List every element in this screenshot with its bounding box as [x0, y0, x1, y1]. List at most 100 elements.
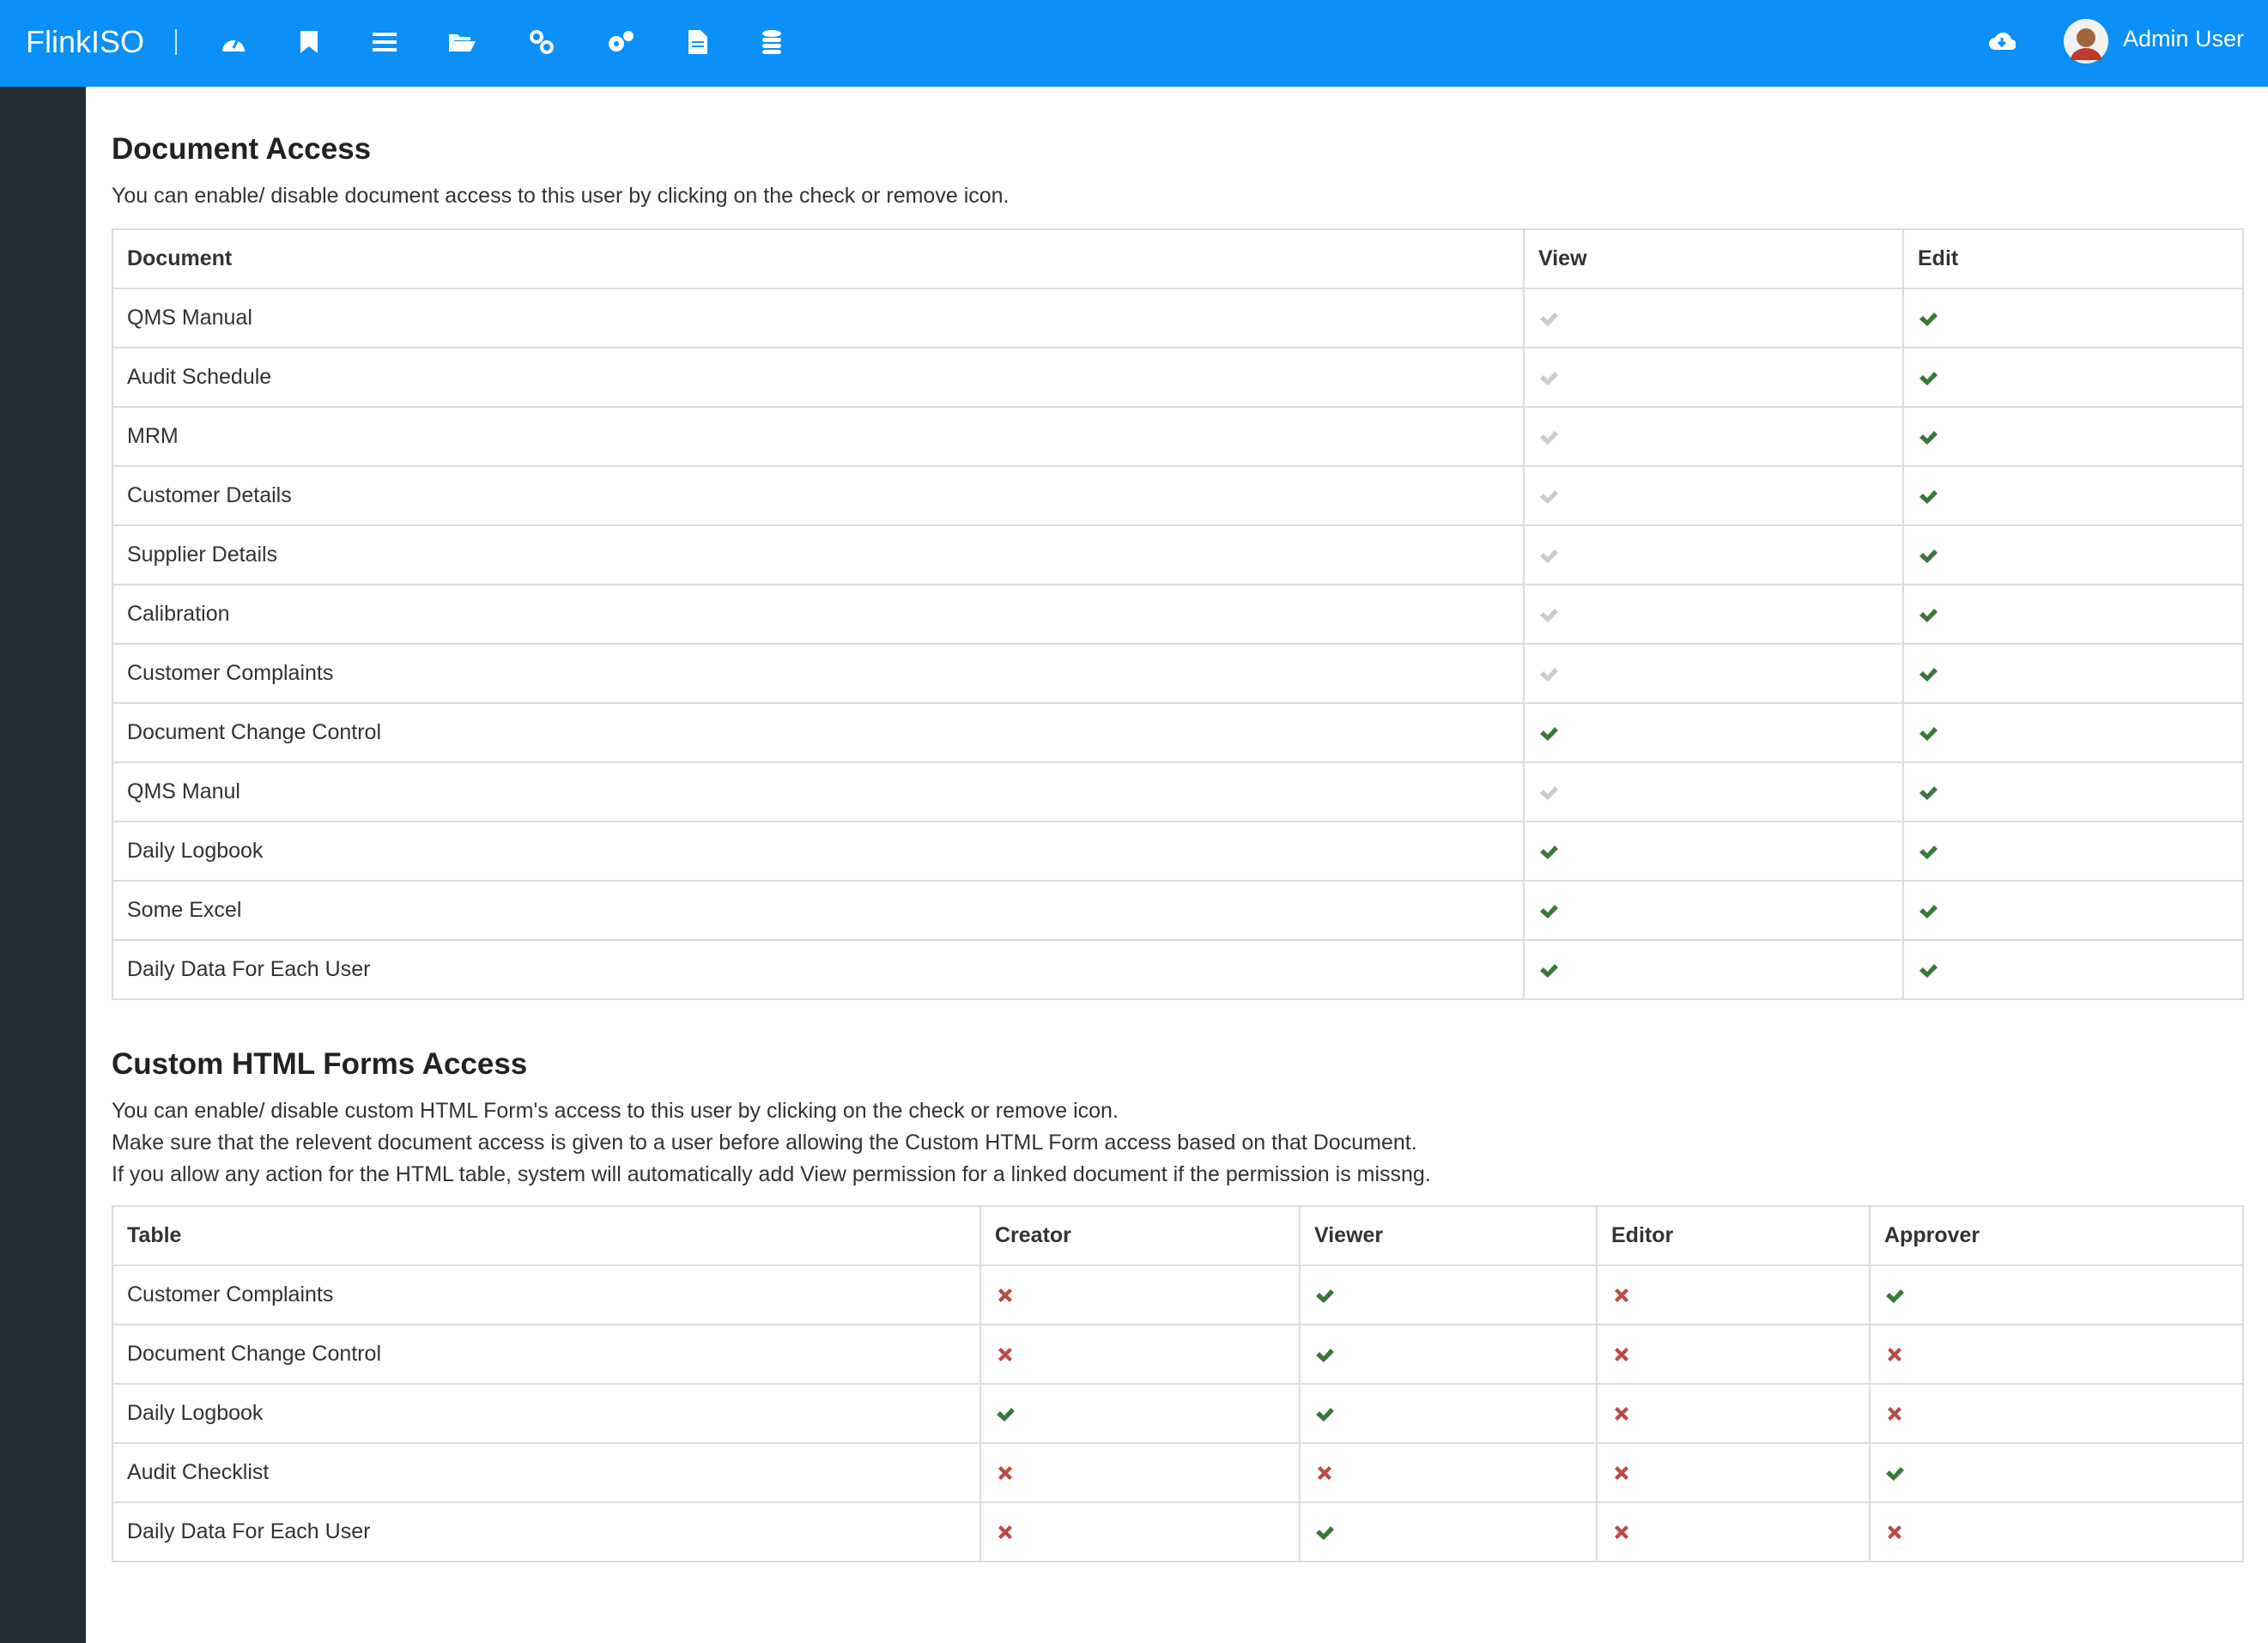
check-icon[interactable]: [1538, 841, 1559, 862]
check-icon[interactable]: [1884, 1463, 1905, 1483]
check-icon[interactable]: [1918, 308, 1938, 329]
permission-cell: [1596, 1324, 1871, 1385]
table-row: Calibration: [112, 584, 2244, 645]
permission-cell: [1869, 1501, 2244, 1562]
remove-icon[interactable]: [1611, 1522, 1632, 1543]
avatar[interactable]: [2064, 19, 2108, 64]
permission-cell: [1523, 761, 1904, 822]
check-icon[interactable]: [1918, 782, 1938, 803]
column-header: Editor: [1596, 1205, 1871, 1266]
check-icon[interactable]: [1918, 604, 1938, 625]
permission-cell: [1869, 1383, 2244, 1444]
link-icon[interactable]: [529, 29, 555, 55]
table-row: Document Change Control: [112, 702, 2244, 763]
check-icon[interactable]: [1918, 367, 1938, 388]
name-cell: Customer Details: [112, 465, 1525, 526]
remove-icon[interactable]: [1611, 1463, 1632, 1483]
table-row: Document Change Control: [112, 1324, 2244, 1385]
check-icon[interactable]: [1538, 900, 1559, 921]
permission-cell: [1523, 465, 1904, 526]
permission-cell: [1299, 1264, 1598, 1325]
remove-icon[interactable]: [1611, 1344, 1632, 1365]
description-line: You can enable/ disable custom HTML Form…: [112, 1099, 1119, 1123]
check-icon[interactable]: [1918, 427, 1938, 447]
check-icon[interactable]: [1538, 545, 1559, 566]
table-row: QMS Manul: [112, 761, 2244, 822]
check-icon[interactable]: [1314, 1404, 1335, 1424]
user-name[interactable]: Admin User: [2123, 26, 2245, 52]
check-icon[interactable]: [1918, 486, 1938, 506]
database-icon[interactable]: [761, 29, 783, 55]
permission-cell: [1902, 761, 2244, 822]
bookmark-icon[interactable]: [299, 29, 319, 55]
permission-cell: [1902, 288, 2244, 349]
permission-cell: [1902, 347, 2244, 408]
remove-icon[interactable]: [1884, 1522, 1905, 1543]
section-title: Document Access: [112, 132, 372, 166]
remove-icon[interactable]: [995, 1344, 1016, 1365]
check-icon[interactable]: [1918, 960, 1938, 980]
check-icon[interactable]: [1538, 782, 1559, 803]
check-icon[interactable]: [1314, 1344, 1335, 1365]
dashboard-icon[interactable]: [220, 29, 247, 55]
check-icon[interactable]: [1918, 664, 1938, 684]
table-row: Daily Data For Each User: [112, 939, 2244, 1000]
name-cell: Document Change Control: [112, 1324, 981, 1385]
table-row: QMS Manual: [112, 288, 2244, 349]
permission-cell: [1902, 939, 2244, 1000]
file-icon[interactable]: [687, 29, 709, 55]
check-icon[interactable]: [1918, 841, 1938, 862]
permission-cell: [1902, 702, 2244, 763]
content: Document Access You can enable/ disable …: [112, 87, 2244, 1562]
check-icon[interactable]: [1918, 723, 1938, 743]
permission-cell: [1596, 1264, 1871, 1325]
check-icon[interactable]: [1538, 960, 1559, 980]
name-cell: Some Excel: [112, 880, 1525, 941]
cloud-icon[interactable]: [1988, 29, 2016, 52]
folder-icon[interactable]: [448, 29, 476, 55]
check-icon[interactable]: [1538, 367, 1559, 388]
check-icon[interactable]: [1538, 723, 1559, 743]
permission-cell: [979, 1324, 1301, 1385]
check-icon[interactable]: [1538, 486, 1559, 506]
remove-icon[interactable]: [1611, 1285, 1632, 1306]
permission-cell: [1299, 1501, 1598, 1562]
permission-cell: [1523, 821, 1904, 882]
check-icon[interactable]: [1314, 1285, 1335, 1306]
remove-icon[interactable]: [995, 1463, 1016, 1483]
name-cell: Customer Complaints: [112, 1264, 981, 1325]
header-row: Table Creator Viewer Editor Approver: [112, 1205, 2244, 1266]
check-icon[interactable]: [1538, 427, 1559, 447]
list-icon[interactable]: [373, 29, 397, 55]
check-icon[interactable]: [1314, 1522, 1335, 1543]
permission-cell: [1869, 1442, 2244, 1503]
brand[interactable]: FlinkISO: [26, 24, 145, 59]
check-icon[interactable]: [1918, 545, 1938, 566]
column-header: Document: [112, 228, 1525, 289]
check-icon[interactable]: [1538, 664, 1559, 684]
permission-cell: [979, 1501, 1301, 1562]
check-icon[interactable]: [1538, 604, 1559, 625]
permission-cell: [1596, 1383, 1871, 1444]
navbar: FlinkISO Admin User: [0, 0, 2268, 87]
remove-icon[interactable]: [995, 1285, 1016, 1306]
check-icon[interactable]: [1918, 900, 1938, 921]
permission-cell: [1523, 702, 1904, 763]
name-cell: Calibration: [112, 584, 1525, 645]
table-row: Audit Schedule: [112, 347, 2244, 408]
remove-icon[interactable]: [1314, 1463, 1335, 1483]
check-icon[interactable]: [995, 1404, 1016, 1424]
remove-icon[interactable]: [1611, 1404, 1632, 1424]
remove-icon[interactable]: [995, 1522, 1016, 1543]
permission-cell: [1902, 406, 2244, 467]
remove-icon[interactable]: [1884, 1344, 1905, 1365]
permission-cell: [1902, 880, 2244, 941]
check-icon[interactable]: [1884, 1285, 1905, 1306]
permission-cell: [1523, 524, 1904, 585]
remove-icon[interactable]: [1884, 1404, 1905, 1424]
description-line: If you allow any action for the HTML tab…: [112, 1162, 1431, 1186]
table-row: Daily Logbook: [112, 1383, 2244, 1444]
column-header: Creator: [979, 1205, 1301, 1266]
settings-icon[interactable]: [606, 29, 635, 55]
check-icon[interactable]: [1538, 308, 1559, 329]
